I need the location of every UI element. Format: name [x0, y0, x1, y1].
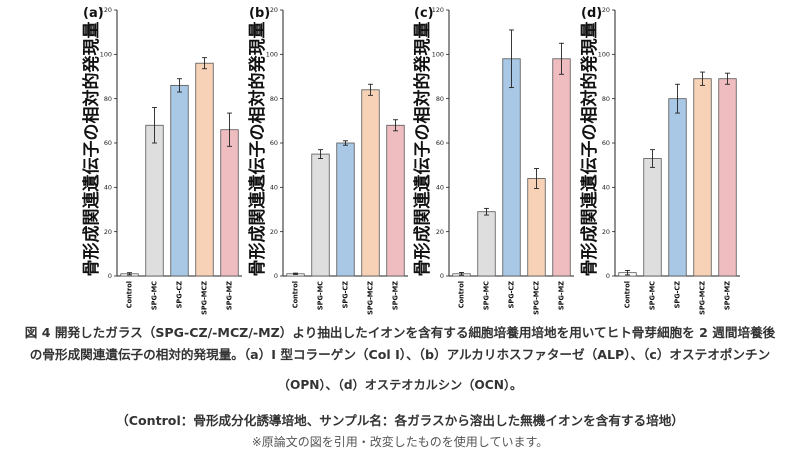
bar-spg-cz — [502, 58, 521, 277]
bar-spg-cz — [668, 98, 687, 277]
y-axis-label: 骨形成関連遺伝子の相対的発現量 — [412, 22, 433, 277]
y-tick-label: 80 — [436, 95, 444, 103]
x-category-label: SPG-MC — [649, 281, 657, 310]
y-tick-label: 20 — [104, 228, 112, 236]
y-tick-label: 0 — [108, 272, 112, 280]
figure-caption-cont: （OPN）、（d）オステオカルシン（OCN）。 — [0, 374, 800, 396]
caption-line-3: （OPN）、（d）オステオカルシン（OCN）。 — [277, 378, 523, 392]
bar-spg-mcz — [195, 62, 214, 277]
y-tick-label: 100 — [100, 51, 112, 59]
bar-spg-mcz — [527, 178, 546, 277]
x-category-label: Control — [458, 281, 466, 308]
bar-spg-mz — [220, 129, 239, 277]
y-tick-label: 120 — [266, 6, 278, 14]
panel-label: (d) — [581, 6, 602, 21]
bar-spg-mcz — [693, 78, 712, 277]
y-tick-label: 60 — [270, 139, 278, 147]
x-category-label: SPG-MC — [151, 281, 159, 310]
bar-spg-mc — [643, 158, 662, 277]
y-tick-label: 20 — [436, 228, 444, 236]
y-tick-label: 80 — [104, 95, 112, 103]
y-tick-label: 60 — [602, 139, 610, 147]
y-tick-label: 20 — [602, 228, 610, 236]
bar-spg-mz — [386, 124, 405, 277]
y-tick-label: 0 — [274, 272, 278, 280]
y-axis-label: 骨形成関連遺伝子の相対的発現量 — [247, 22, 268, 277]
y-tick-label: 60 — [104, 139, 112, 147]
x-category-label: SPG-CZ — [674, 281, 682, 309]
chart-panel-d: (d)骨形成関連遺伝子の相対的発現量 0 20 40 60 80 100 120 Control… — [579, 6, 740, 315]
y-tick-label: 100 — [266, 51, 278, 59]
x-category-label: SPG-MCZ — [367, 281, 375, 315]
bar-spg-mz — [552, 58, 571, 277]
x-category-label: Control — [292, 281, 300, 308]
y-tick-label: 0 — [440, 272, 444, 280]
x-category-label: SPG-MZ — [724, 281, 732, 310]
panel-label: (c) — [414, 6, 434, 21]
bar-spg-mz — [718, 78, 737, 277]
y-tick-label: 40 — [104, 184, 112, 192]
x-category-label: Control — [624, 281, 632, 308]
bar-spg-cz — [336, 142, 355, 277]
figure-caption: 図 4 開発したガラス（SPG-CZ/-MCZ/-MZ）より抽出したイオンを含有… — [0, 322, 800, 366]
y-tick-label: 120 — [100, 6, 112, 14]
y-tick-label: 40 — [436, 184, 444, 192]
x-category-label: SPG-MZ — [226, 281, 234, 310]
caption-sample-note: （Control：骨形成分化誘導培地、サンプル名：各ガラスから溶出した無機イオン… — [116, 413, 684, 428]
chart-panel-c: (c)骨形成関連遺伝子の相対的発現量 0 20 40 60 80 100 120 Control… — [412, 6, 574, 315]
caption-line-2: の骨形成関連遺伝子の相対的発現量。（a）I 型コラーゲン（Col I）、（b）ア… — [29, 347, 771, 362]
x-category-label: SPG-MZ — [558, 281, 566, 310]
chart-panel-b: (b)骨形成関連遺伝子の相対的発現量 0 20 40 60 80 100 120 Control… — [247, 6, 408, 315]
y-axis-label: 骨形成関連遺伝子の相対的発現量 — [81, 22, 102, 277]
figure-charts: (a)骨形成関連遺伝子の相対的発現量 020406080100120Control… — [81, 6, 740, 315]
caption-line-1: 図 4 開発したガラス（SPG-CZ/-MCZ/-MZ）より抽出したイオンを含有… — [24, 325, 776, 340]
x-category-label: SPG-MCZ — [699, 281, 707, 315]
x-category-label: Control — [126, 281, 134, 308]
x-category-label: SPG-MZ — [392, 281, 400, 310]
bar-spg-mcz — [361, 89, 380, 277]
x-category-label: SPG-MCZ — [201, 281, 209, 315]
bar-spg-mc — [477, 211, 496, 277]
y-tick-label: 20 — [270, 228, 278, 236]
chart-panel-a: (a)骨形成関連遺伝子の相対的発現量 0 20 40 60 80 100 120 Control… — [81, 6, 242, 315]
x-category-label: SPG-MC — [483, 281, 491, 310]
y-tick-label: 40 — [270, 184, 278, 192]
y-tick-label: 80 — [270, 95, 278, 103]
y-tick-label: 80 — [602, 95, 610, 103]
x-category-label: SPG-MCZ — [533, 281, 541, 315]
bar-spg-mc — [145, 124, 164, 277]
y-tick-label: 100 — [598, 51, 610, 59]
y-axis-label: 骨形成関連遺伝子の相対的発現量 — [579, 22, 600, 277]
bar-spg-mc — [311, 153, 330, 277]
source-note: ※原論文の図を引用・改変したものを使用しています。 — [251, 435, 549, 449]
x-category-label: SPG-CZ — [342, 281, 350, 309]
x-category-label: SPG-CZ — [176, 281, 184, 309]
y-tick-label: 60 — [436, 139, 444, 147]
y-tick-label: 120 — [598, 6, 610, 14]
panel-label: (b) — [249, 6, 270, 21]
y-tick-label: 40 — [602, 184, 610, 192]
y-tick-label: 120 — [432, 6, 444, 14]
x-category-label: SPG-MC — [317, 281, 325, 310]
y-tick-label: 0 — [606, 272, 610, 280]
y-tick-label: 100 — [432, 51, 444, 59]
panel-label: (a) — [83, 6, 104, 21]
bar-spg-cz — [170, 84, 189, 277]
x-category-label: SPG-CZ — [508, 281, 516, 309]
